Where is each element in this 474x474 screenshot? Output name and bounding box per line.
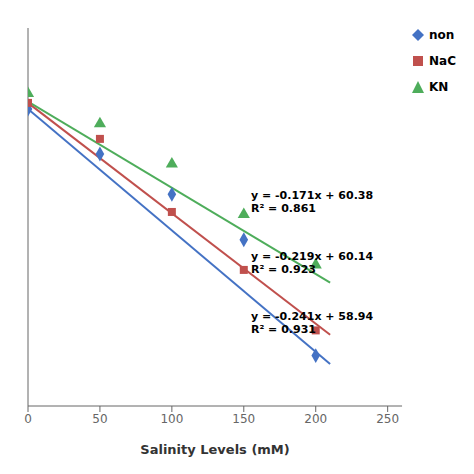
- svg-text:200: 200: [304, 412, 327, 426]
- svg-text:100: 100: [160, 412, 183, 426]
- svg-text:250: 250: [376, 412, 399, 426]
- html-text:KN: KN: [429, 80, 449, 94]
- svg-text:y = -0.219x + 60.14R² = 0.923: y = -0.219x + 60.14R² = 0.923: [251, 250, 374, 276]
- svg-text:y = -0.241x + 58.94R² = 0.931: y = -0.241x + 58.94R² = 0.931: [251, 310, 374, 336]
- svg-text:Salinity Levels (mM): Salinity Levels (mM): [140, 442, 289, 457]
- svg-text:150: 150: [232, 412, 255, 426]
- html-text:non: non: [429, 28, 455, 42]
- svg-text:y = -0.171x + 60.38R² = 0.861: y = -0.171x + 60.38R² = 0.861: [251, 189, 373, 215]
- html-text:NaC: NaC: [429, 54, 456, 68]
- svg-text:50: 50: [92, 412, 107, 426]
- svg-text:0: 0: [24, 412, 32, 426]
